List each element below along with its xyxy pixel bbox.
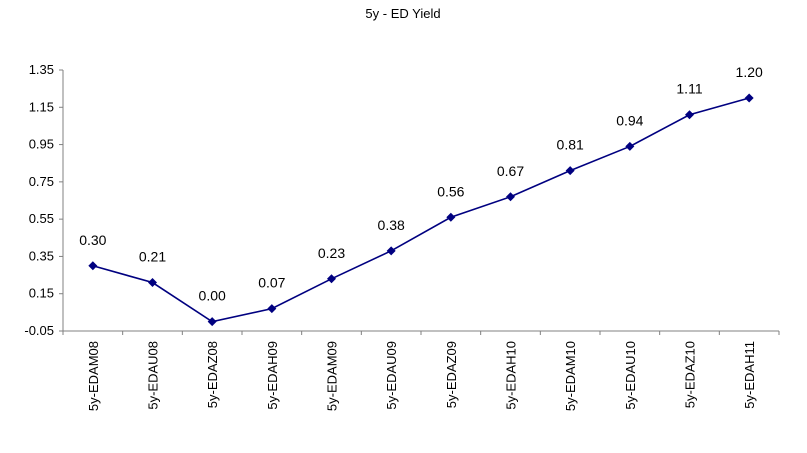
chart-title: 5y - ED Yield	[365, 6, 440, 21]
x-tick-label: 5y-EDAH09	[265, 341, 280, 410]
data-point	[327, 274, 336, 284]
data-label: 0.21	[139, 249, 166, 265]
y-tick-label: 1.35	[29, 62, 54, 77]
data-point	[207, 317, 217, 327]
x-tick-label: 5y-EDAU10	[623, 341, 638, 410]
data-point	[685, 110, 694, 120]
data-point	[625, 141, 635, 151]
data-label: 1.11	[676, 81, 702, 97]
data-point	[148, 278, 157, 288]
x-tick-label: 5y-EDAU08	[146, 341, 161, 410]
y-tick-label: 0.95	[29, 137, 54, 152]
data-label: 0.56	[437, 183, 464, 199]
x-tick-label: 5y-EDAZ09	[444, 341, 459, 408]
data-point	[506, 192, 515, 202]
data-point	[565, 166, 575, 176]
data-point	[267, 304, 277, 314]
data-point	[88, 261, 98, 271]
x-tick-label: 5y-EDAH10	[504, 341, 519, 410]
data-point	[386, 246, 396, 256]
data-point	[744, 93, 754, 103]
x-tick-label: 5y-EDAM09	[325, 341, 340, 411]
x-tick-label: 5y-EDAZ10	[683, 341, 698, 408]
y-tick-label: 0.35	[29, 248, 54, 263]
axes: -0.05 0.15 0.35 0.55 0.75 0.95 1.15 1.35 5y-EDAM…	[24, 62, 780, 411]
series-line	[92, 97, 750, 323]
data-point	[446, 212, 456, 222]
y-tick-label: 0.15	[29, 286, 54, 301]
series-layer: 0.30 0.21 0.00 0.07 0.23 0.38 0.56 0.67 0.81 0.94…	[79, 64, 763, 327]
x-tick-label: 5y-EDAH11	[742, 341, 757, 409]
data-label: 1.20	[736, 64, 763, 80]
data-label: 0.30	[79, 232, 106, 248]
x-tick-label: 5y-EDAM08	[86, 341, 101, 411]
y-tick-label: 0.55	[29, 211, 54, 226]
data-label: 0.00	[199, 288, 226, 304]
y-tick-label: -0.05	[24, 323, 54, 338]
data-label: 0.07	[258, 275, 285, 291]
data-label: 0.94	[616, 112, 643, 128]
data-label: 0.67	[497, 163, 524, 179]
data-label: 0.23	[318, 245, 345, 261]
data-label: 0.38	[378, 217, 405, 233]
x-tick-label: 5y-EDAM10	[563, 341, 578, 411]
x-tick-label: 5y-EDAU09	[384, 341, 399, 410]
y-tick-label: 0.75	[29, 174, 54, 189]
x-tick-label: 5y-EDAZ08	[205, 341, 220, 408]
data-label: 0.81	[557, 137, 584, 153]
y-tick-label: 1.15	[29, 99, 54, 114]
